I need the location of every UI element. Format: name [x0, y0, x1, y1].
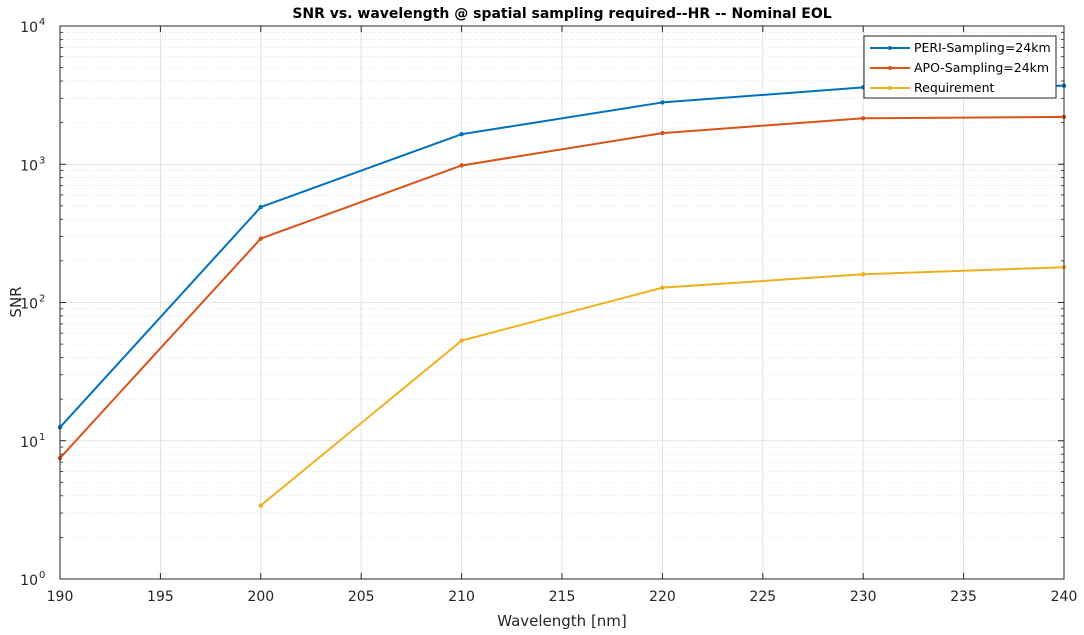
- y-tick-label: 10: [20, 20, 38, 36]
- legend-item-requirement: Requirement: [870, 80, 994, 95]
- y-tick-label: 10: [20, 158, 38, 174]
- legend-item-peri: PERI-Sampling=24km: [870, 40, 1051, 55]
- y-tick-label-exponent: 0: [39, 570, 45, 581]
- legend-item-apo: APO-Sampling=24km: [870, 60, 1049, 75]
- y-tick-label-exponent: 2: [39, 294, 45, 305]
- y-tick-label-exponent: 1: [39, 432, 45, 443]
- data-point-0: [258, 204, 263, 210]
- legend-marker-requirement: [888, 86, 892, 90]
- x-tick-label: 210: [448, 589, 475, 605]
- data-point-2: [861, 272, 866, 277]
- x-tick-label: 190: [47, 589, 74, 605]
- x-axis: 190 195 200 205 210 215 220 225 230 235 240: [47, 26, 1078, 605]
- legend-label-peri: PERI-Sampling=24km: [914, 40, 1051, 55]
- y-tick-label-exponent: 4: [39, 17, 45, 28]
- data-point-2: [258, 503, 263, 508]
- chart-title: SNR vs. wavelength @ spatial sampling re…: [292, 6, 831, 22]
- x-tick-label: 215: [549, 589, 576, 605]
- series-line-1: [59, 115, 1065, 459]
- data-point-0: [660, 100, 665, 105]
- data-point-1: [258, 236, 263, 241]
- y-axis-label: SNR: [7, 286, 25, 317]
- y-tick-label: 10: [20, 573, 38, 589]
- data-point-1: [459, 163, 464, 168]
- legend-label-requirement: Requirement: [914, 80, 994, 95]
- x-tick-label: 235: [950, 589, 977, 605]
- y-tick-label: 10: [20, 435, 38, 451]
- x-tick-label: 225: [749, 589, 776, 605]
- x-axis-label: Wavelength [nm]: [497, 612, 627, 630]
- legend-marker-peri: [888, 46, 892, 50]
- y-tick-label-exponent: 3: [39, 155, 45, 166]
- data-point-1: [861, 116, 866, 121]
- x-tick-label: 200: [247, 589, 274, 605]
- legend-label-apo: APO-Sampling=24km: [914, 60, 1049, 75]
- legend[interactable]: PERI-Sampling=24km APO-Sampling=24km Req…: [863, 35, 1057, 99]
- legend-marker-apo: [888, 66, 892, 70]
- y-tick-label: 10: [20, 297, 38, 313]
- data-point-1: [660, 130, 665, 136]
- x-tick-label: 230: [850, 589, 877, 605]
- x-tick-label: 205: [348, 589, 375, 605]
- x-tick-label: 240: [1051, 589, 1078, 605]
- x-tick-label: 220: [649, 589, 676, 605]
- data-point-0: [459, 131, 464, 137]
- data-point-2: [660, 285, 665, 290]
- x-tick-label: 195: [147, 589, 174, 605]
- data-point-2: [459, 338, 464, 343]
